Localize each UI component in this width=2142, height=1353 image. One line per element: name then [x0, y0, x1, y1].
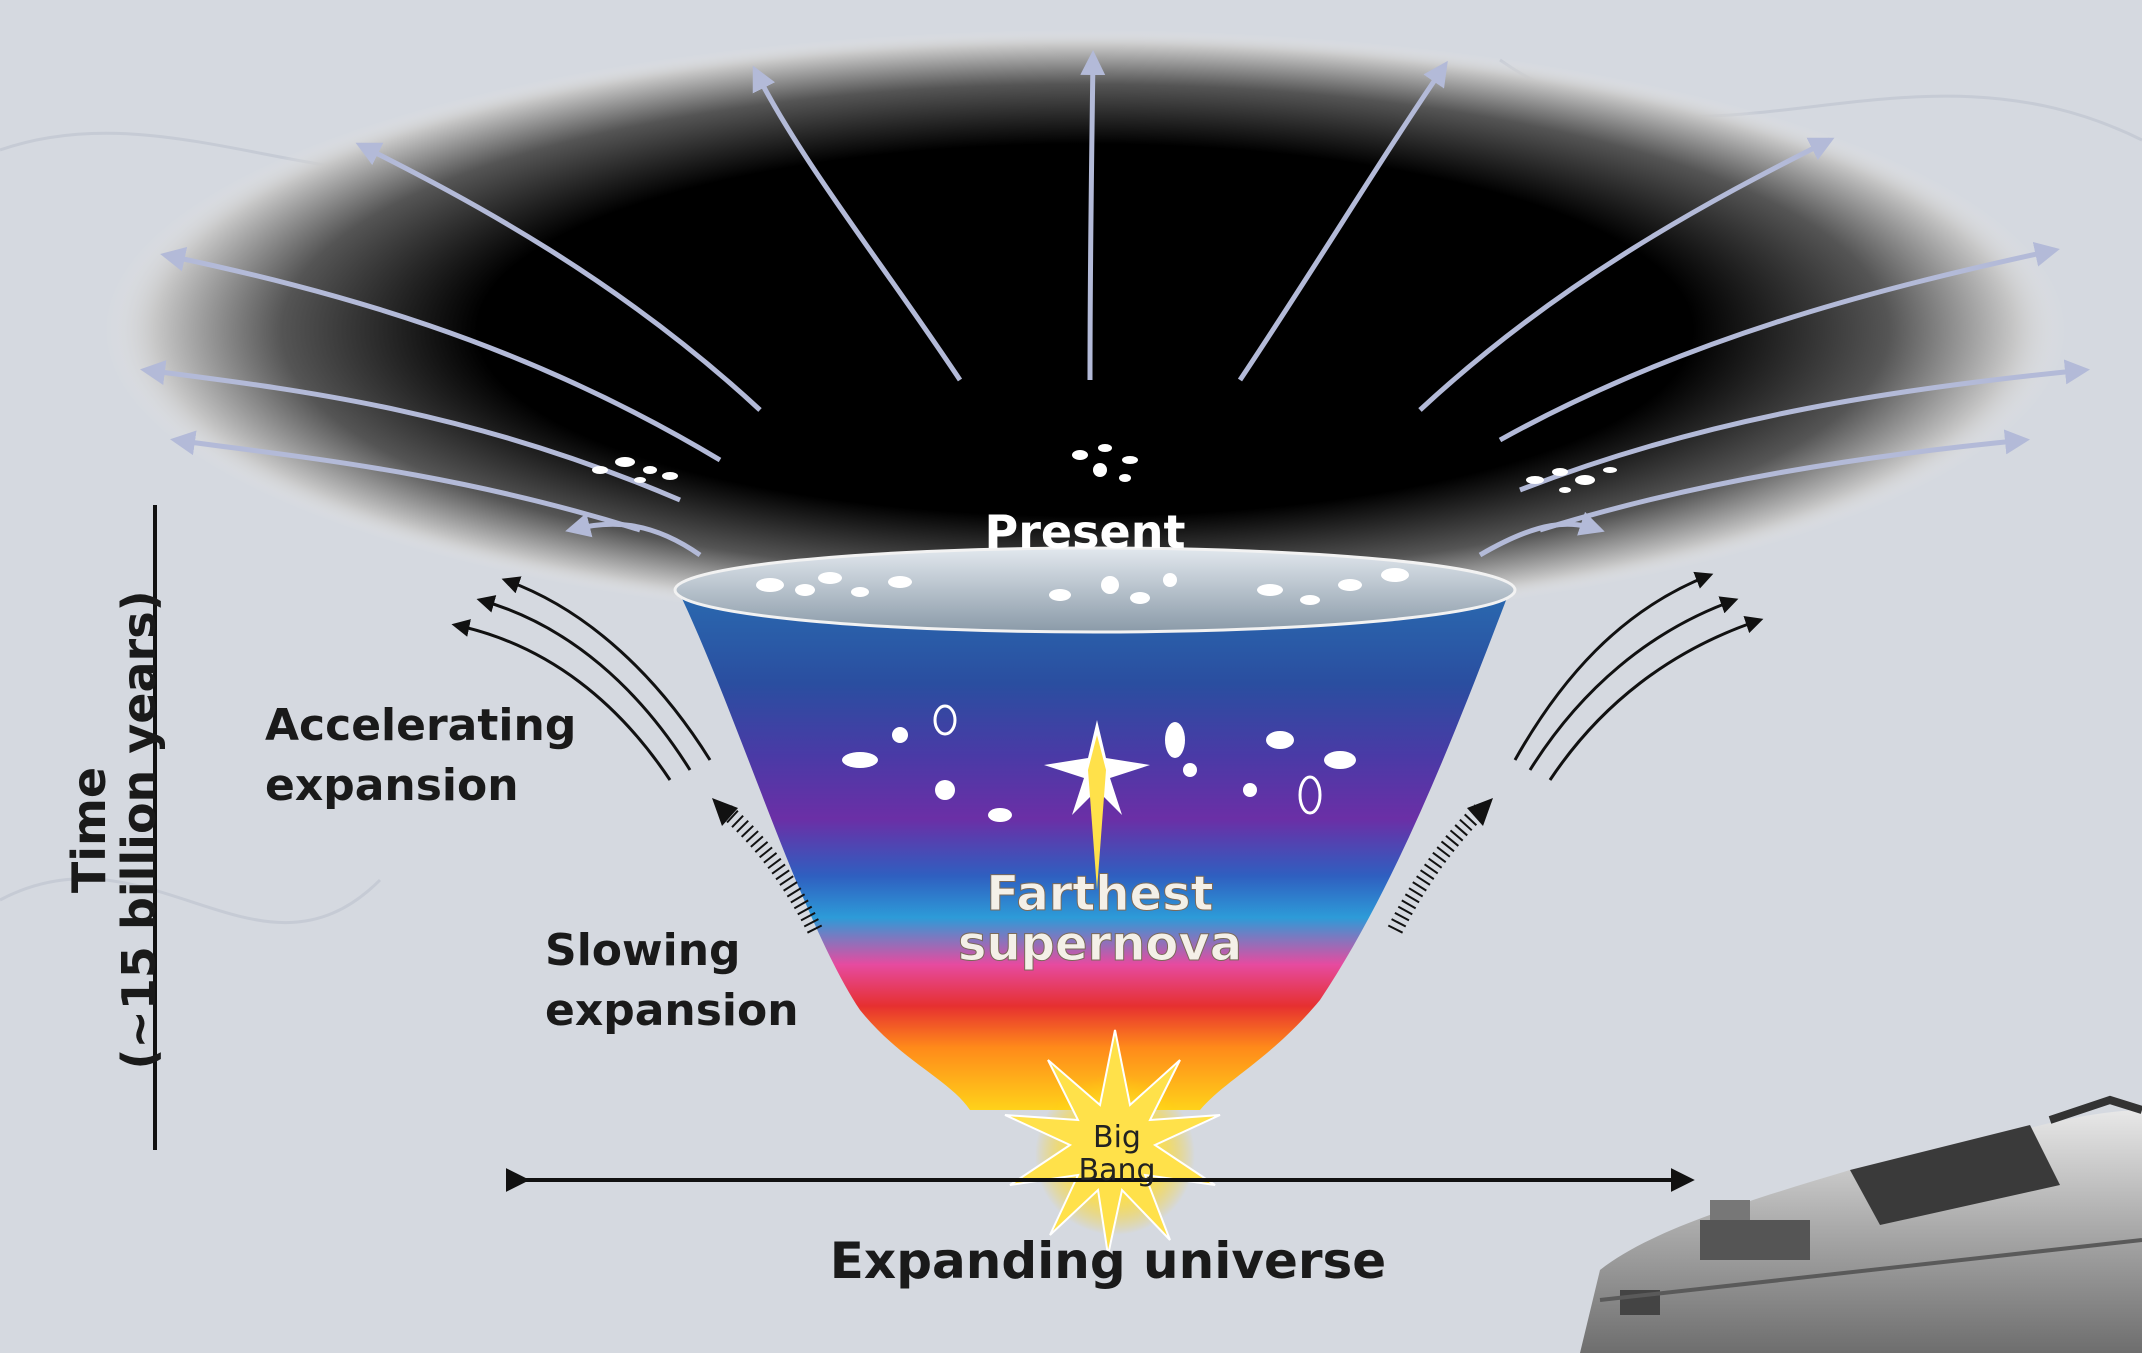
expansion-arrows: [140, 50, 2090, 558]
accelerating-arrows-left: [451, 576, 712, 781]
present-rim: [673, 546, 1517, 634]
accelerating-expansion-label-line2: expansion: [265, 760, 519, 811]
farthest-supernova-label-line2: supernova: [958, 916, 1242, 972]
rim-galaxies: [756, 568, 1409, 605]
slowing-arrows: [719, 803, 1486, 934]
delorean-car-icon: [1580, 1095, 2142, 1353]
farthest-supernova-label-line1: Farthest: [986, 866, 1213, 922]
present-label: Present: [985, 505, 1186, 559]
big-bang-label-line2: Bang: [1078, 1153, 1155, 1188]
time-axis-label-line2: (~15 billion years): [112, 590, 166, 1069]
slowing-arrow-heads: [712, 798, 1493, 826]
accelerating-arrows-right: [1513, 571, 1764, 781]
time-axis-label-line1: Time: [62, 767, 116, 893]
galaxy-cluster-icon: [592, 444, 1617, 493]
big-bang-label-line1: Big: [1093, 1120, 1141, 1155]
funnel-galaxies: [842, 704, 1356, 822]
slowing-expansion-label-line2: expansion: [545, 985, 799, 1036]
supernova-star-icon: [1044, 720, 1150, 890]
big-bang-starburst-icon: [1004, 1029, 1221, 1256]
accelerating-expansion-label-line1: Accelerating: [265, 700, 576, 751]
expanding-universe-label: Expanding universe: [830, 1232, 1386, 1290]
slowing-expansion-label-line1: Slowing: [545, 925, 741, 976]
